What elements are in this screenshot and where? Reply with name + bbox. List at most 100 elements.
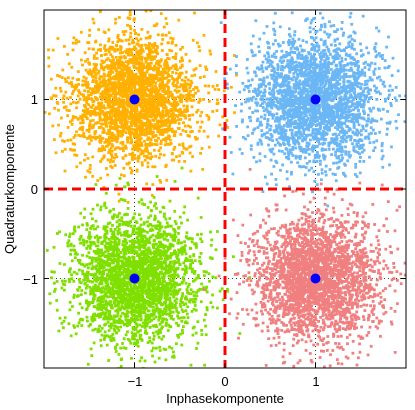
noise-point [291,148,295,151]
noise-point [169,127,172,131]
noise-point [322,62,325,66]
noise-point [174,103,178,107]
noise-point [354,4,357,7]
noise-point [178,59,182,63]
noise-point [269,124,273,128]
noise-point [127,86,131,90]
noise-point [151,58,154,61]
noise-point [290,136,293,140]
noise-point [354,79,358,83]
noise-point [106,173,110,177]
noise-point [297,97,300,100]
noise-point [90,110,94,114]
noise-point [144,147,148,151]
noise-point [260,78,264,82]
noise-point [184,86,188,90]
noise-point [102,72,106,76]
noise-point [105,92,109,96]
noise-point [153,165,157,169]
noise-point [335,67,339,71]
noise-point [228,67,232,71]
noise-point [412,95,415,98]
noise-point [121,142,125,146]
noise-point [334,78,337,81]
noise-point [265,103,269,106]
noise-point [151,165,155,169]
noise-point [369,109,373,112]
noise-point [260,115,263,119]
noise-point [80,92,83,96]
noise-point [139,61,142,65]
noise-point [153,88,157,92]
noise-point [102,104,106,108]
noise-point [102,77,106,81]
noise-point [37,130,40,133]
noise-point [355,60,358,64]
noise-point [359,156,362,159]
noise-point [151,94,154,98]
noise-point [129,80,133,84]
noise-point [289,109,293,113]
noise-point [284,133,287,136]
noise-point [225,82,229,86]
noise-point [353,106,357,110]
noise-point [157,156,161,160]
noise-point [246,86,250,90]
noise-point [163,143,167,147]
noise-point [61,97,65,100]
noise-point [122,61,125,65]
noise-point [111,47,114,51]
noise-point [153,91,157,94]
noise-point [222,89,226,93]
noise-point [276,126,279,129]
noise-point [96,88,100,91]
noise-point [313,62,317,65]
noise-point [364,80,367,83]
noise-point [154,100,158,104]
noise-point [75,165,79,169]
noise-point [171,82,175,86]
noise-point [97,149,101,153]
noise-point [340,90,343,94]
noise-point [334,150,337,154]
noise-point [93,96,97,99]
noise-point [111,65,115,69]
noise-point [321,142,324,146]
noise-point [139,84,142,88]
noise-point [181,129,185,132]
noise-point [50,97,53,101]
noise-point [87,111,91,115]
noise-point [336,102,340,106]
noise-point [304,151,308,154]
noise-point [322,74,326,77]
noise-point [165,90,168,94]
noise-point [340,126,344,130]
noise-point [102,185,106,189]
noise-point [294,87,298,90]
noise-point [73,88,77,91]
noise-point [87,94,90,97]
noise-point [349,66,353,70]
noise-point [369,88,372,92]
noise-point [130,123,133,126]
noise-point [387,89,391,92]
noise-point [75,154,79,157]
noise-point [319,113,322,117]
noise-point [319,70,322,74]
noise-point [196,109,200,112]
noise-point [123,64,126,67]
noise-point [114,17,117,21]
noise-point [125,123,129,126]
noise-point [315,109,318,113]
noise-point [361,127,365,131]
noise-point [356,68,360,71]
noise-point [332,75,336,79]
noise-point [183,85,186,89]
noise-point [301,102,305,106]
noise-point [165,178,169,182]
noise-point [324,93,328,97]
noise-point [136,159,140,163]
noise-point [345,131,349,135]
noise-point [225,119,229,122]
noise-point [153,48,157,52]
